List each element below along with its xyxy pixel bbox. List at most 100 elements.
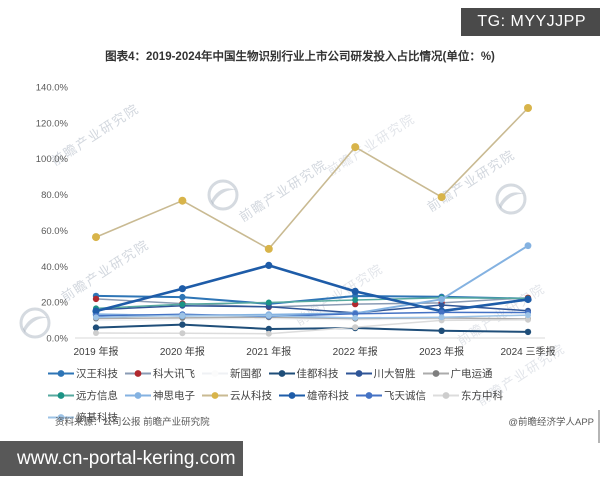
legend-line-marker-icon xyxy=(48,392,74,399)
series-line xyxy=(95,107,529,250)
chart-canvas: 0.0% 20.0% 40.0% 60.0% 80.0% 100.0% 120.0% 140.… xyxy=(36,83,556,359)
legend-line-marker-icon xyxy=(345,370,372,377)
legend-line-marker-icon xyxy=(48,414,74,421)
series-marker xyxy=(92,295,100,303)
series-line xyxy=(95,318,529,335)
series-marker xyxy=(438,309,445,316)
series-marker xyxy=(437,193,446,202)
series-marker xyxy=(265,325,272,333)
legend-item: 飞天诚信 xyxy=(356,388,426,403)
series-line xyxy=(95,297,529,308)
legend-line-marker-icon xyxy=(125,370,151,377)
watermark-url-bar: www.cn-portal-kering.com xyxy=(0,441,243,476)
y-axis-tick: 40.0% xyxy=(41,262,68,273)
series-line xyxy=(95,314,529,319)
x-axis-label: 2023 年报 xyxy=(419,345,464,358)
series-marker xyxy=(524,104,532,112)
x-axis-label: 2024 三季报 xyxy=(500,345,555,358)
y-axis-tick: 100.0% xyxy=(36,154,69,165)
legend-label: 广电运通 xyxy=(450,368,493,380)
legend-item: 神思电子 xyxy=(125,388,195,403)
y-axis-tick: 80.0% xyxy=(41,190,68,201)
legend-line-marker-icon xyxy=(433,392,459,399)
series-marker xyxy=(351,287,359,295)
series-marker xyxy=(438,327,445,334)
telegram-banner: TG: MYYJJPP xyxy=(461,8,600,36)
legend-item: 东方中科 xyxy=(433,388,503,403)
legend-label: 飞天诚信 xyxy=(384,390,426,402)
series-marker xyxy=(352,314,359,321)
legend-label: 新国都 xyxy=(230,368,262,380)
legend-item: 远方信息 xyxy=(48,388,118,403)
legend-line-marker-icon xyxy=(125,392,151,399)
legend-label: 远方信息 xyxy=(76,390,118,402)
credit-note: @前瞻经济学人APP xyxy=(508,417,594,428)
x-axis-label: 2022 年报 xyxy=(333,345,378,358)
legend-line-marker-icon xyxy=(422,370,449,377)
series-marker xyxy=(179,321,186,328)
legend-item: 云从科技 xyxy=(202,388,272,403)
series-marker xyxy=(524,295,532,304)
watermark-logo-icon xyxy=(19,307,51,339)
series-line xyxy=(95,316,529,320)
series-marker xyxy=(92,233,100,242)
legend-item: 汉王科技 xyxy=(48,366,118,381)
series-marker xyxy=(525,316,531,323)
series-marker xyxy=(265,312,272,319)
series-marker xyxy=(264,244,273,253)
legend-line-marker-icon xyxy=(356,392,382,399)
series-marker xyxy=(525,312,531,319)
series-marker xyxy=(178,196,187,205)
series-marker xyxy=(265,330,272,337)
watermark-logo-icon xyxy=(495,183,527,215)
series-marker xyxy=(265,303,272,310)
series-marker xyxy=(265,299,272,306)
series-marker xyxy=(438,302,445,308)
legend-item: 新国都 xyxy=(202,366,262,381)
legend-label: 云从科技 xyxy=(230,390,272,402)
series-marker xyxy=(351,143,360,152)
legend-label: 川大智胜 xyxy=(373,368,416,380)
legend-item: 雄帝科技 xyxy=(279,388,349,403)
legend-line-marker-icon xyxy=(268,370,295,377)
series-marker xyxy=(93,314,99,321)
series-marker xyxy=(179,293,186,301)
screen-edge-artifact xyxy=(598,410,600,443)
legend-item: 佳都科技 xyxy=(268,366,339,381)
footer: 资料来源：公司公报 前瞻产业研究院 @前瞻经济学人APP xyxy=(55,414,594,428)
watermark-url: www.cn-portal-kering.com xyxy=(17,448,236,469)
series-marker xyxy=(179,301,186,308)
series-marker xyxy=(265,261,273,269)
watermark-logo-icon xyxy=(207,179,239,211)
legend-item: 川大智胜 xyxy=(345,366,416,381)
source-note: 资料来源：公司公报 前瞻产业研究院 xyxy=(55,417,210,428)
y-axis-tick: 140.0% xyxy=(36,83,69,94)
legend-label: 佳都科技 xyxy=(296,368,339,380)
series-line xyxy=(94,264,530,313)
series-line xyxy=(95,304,529,314)
series-marker xyxy=(93,330,99,336)
legend-label: 汉王科技 xyxy=(76,368,118,380)
series-line xyxy=(95,311,529,318)
legend-item: 熵基科技 xyxy=(48,410,118,425)
legend-line-marker-icon xyxy=(202,370,228,377)
series-line xyxy=(95,297,529,310)
legend-item: 科大讯飞 xyxy=(125,366,195,381)
legend-line-marker-icon xyxy=(279,392,305,399)
series-line xyxy=(95,294,529,305)
series-marker xyxy=(92,307,100,315)
legend-label: 科大讯飞 xyxy=(153,368,195,380)
series-marker xyxy=(352,310,359,317)
series-marker xyxy=(352,324,359,331)
y-axis-tick: 20.0% xyxy=(41,298,68,309)
chart-title: 图表4：2019-2024年中国生物识别行业上市公司研发投入占比情况(单位：%) xyxy=(105,51,495,63)
legend-label: 东方中科 xyxy=(461,390,503,402)
series-marker xyxy=(352,297,359,303)
series-marker xyxy=(179,312,186,319)
x-axis-label: 2020 年报 xyxy=(160,345,205,358)
y-axis-tick: 0.0% xyxy=(46,334,68,345)
x-axis-label: 2019 年报 xyxy=(73,345,118,358)
series-marker xyxy=(178,285,186,293)
x-axis-label: 2021 年报 xyxy=(246,345,291,358)
